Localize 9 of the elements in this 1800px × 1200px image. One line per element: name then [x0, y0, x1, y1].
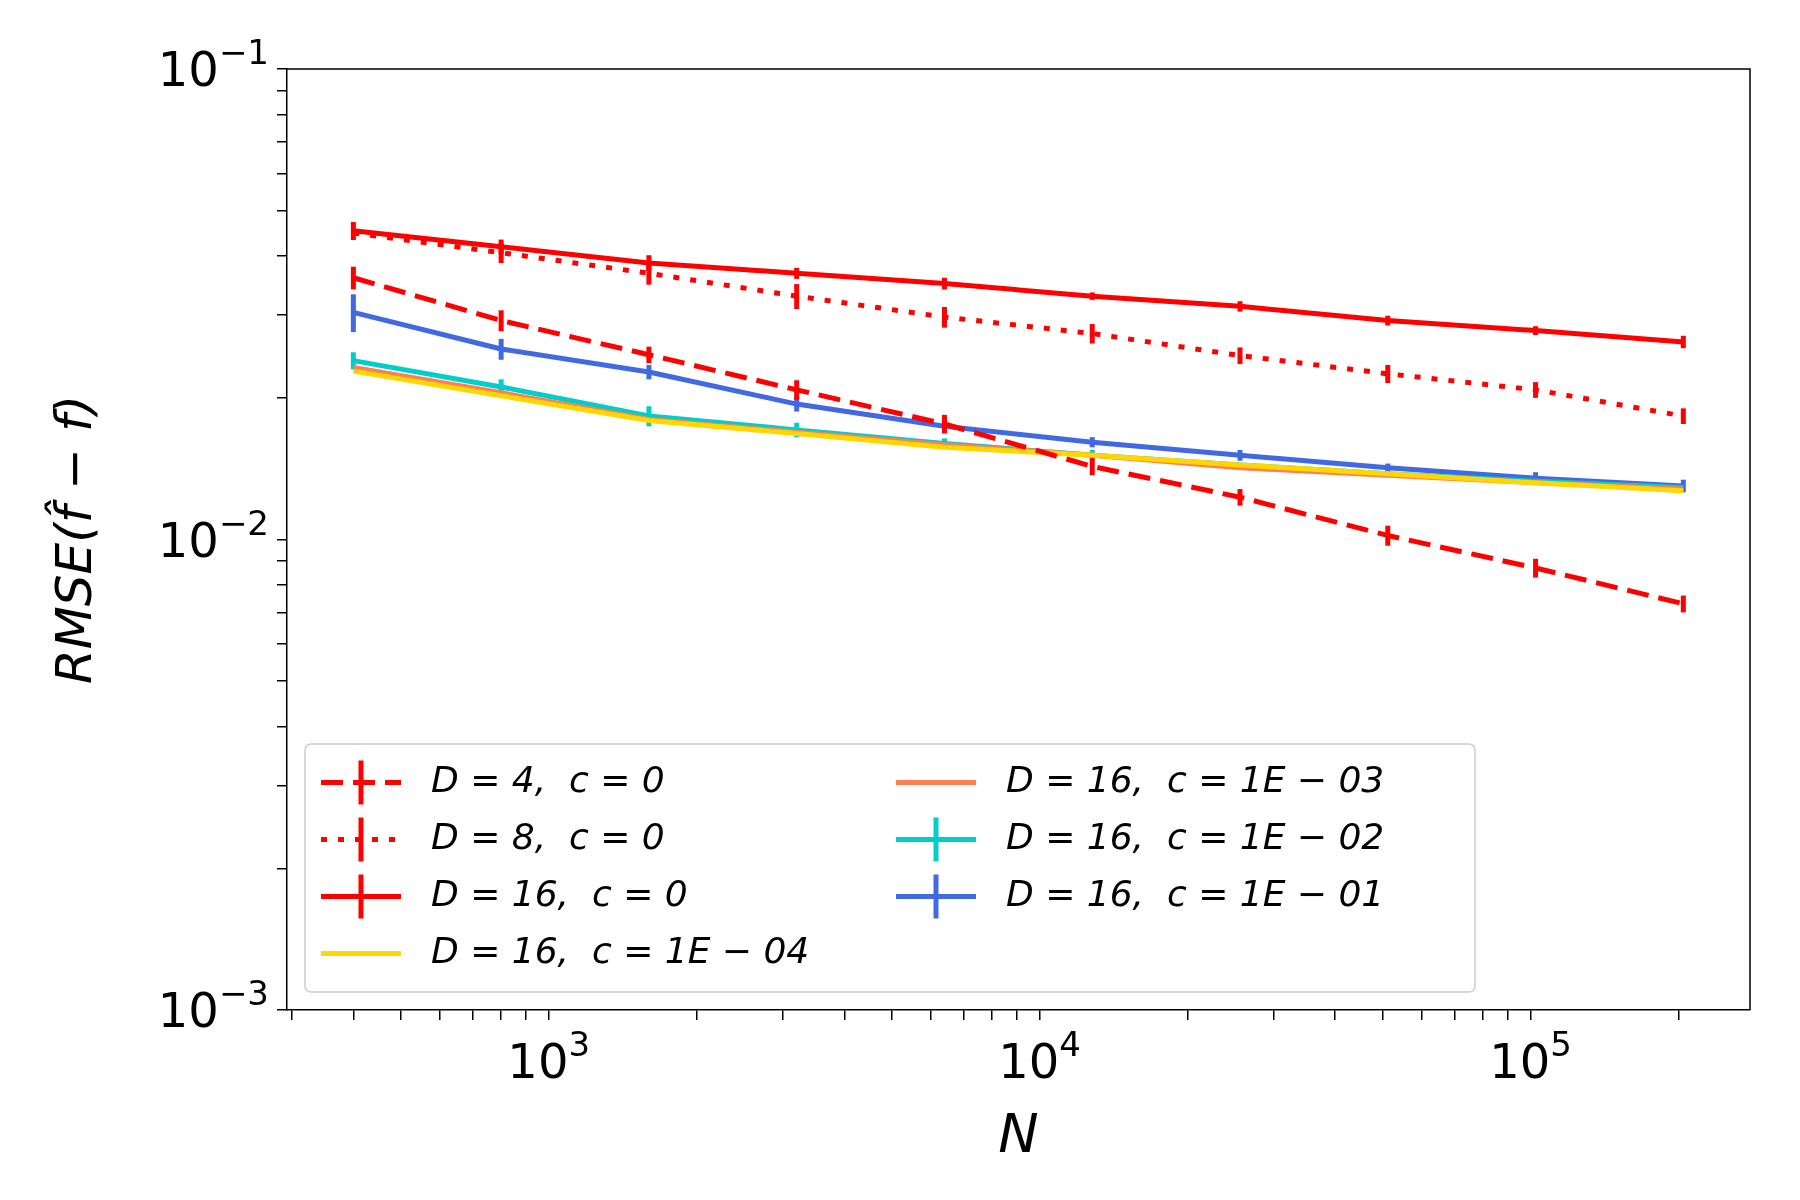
- legend-label: D = 16, c = 1E − 01: [1006, 872, 1385, 914]
- legend-label: D = 16, c = 1E − 03: [1006, 758, 1385, 800]
- legend-label: D = 16, c = 1E − 04: [431, 929, 810, 971]
- legend-label: D = 4, c = 0: [431, 758, 665, 800]
- legend-label: D = 16, c = 1E − 02: [1006, 815, 1385, 857]
- y-axis-title: RMSE(f̂ − f): [43, 394, 103, 685]
- legend-label: D = 16, c = 0: [431, 872, 688, 914]
- legend-label: D = 8, c = 0: [431, 815, 665, 857]
- x-axis-title: N: [998, 1102, 1039, 1166]
